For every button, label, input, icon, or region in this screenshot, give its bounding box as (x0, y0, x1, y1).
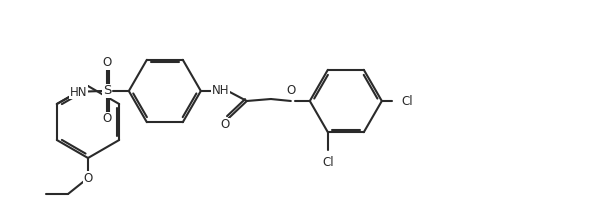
Text: Cl: Cl (322, 156, 334, 169)
Text: Cl: Cl (402, 95, 413, 108)
Text: O: O (83, 172, 93, 185)
Text: O: O (102, 112, 111, 125)
Text: HN: HN (70, 86, 87, 99)
Text: O: O (102, 57, 111, 70)
Text: O: O (220, 119, 229, 132)
Text: S: S (102, 84, 111, 97)
Text: NH: NH (212, 84, 229, 97)
Text: O: O (286, 84, 295, 97)
